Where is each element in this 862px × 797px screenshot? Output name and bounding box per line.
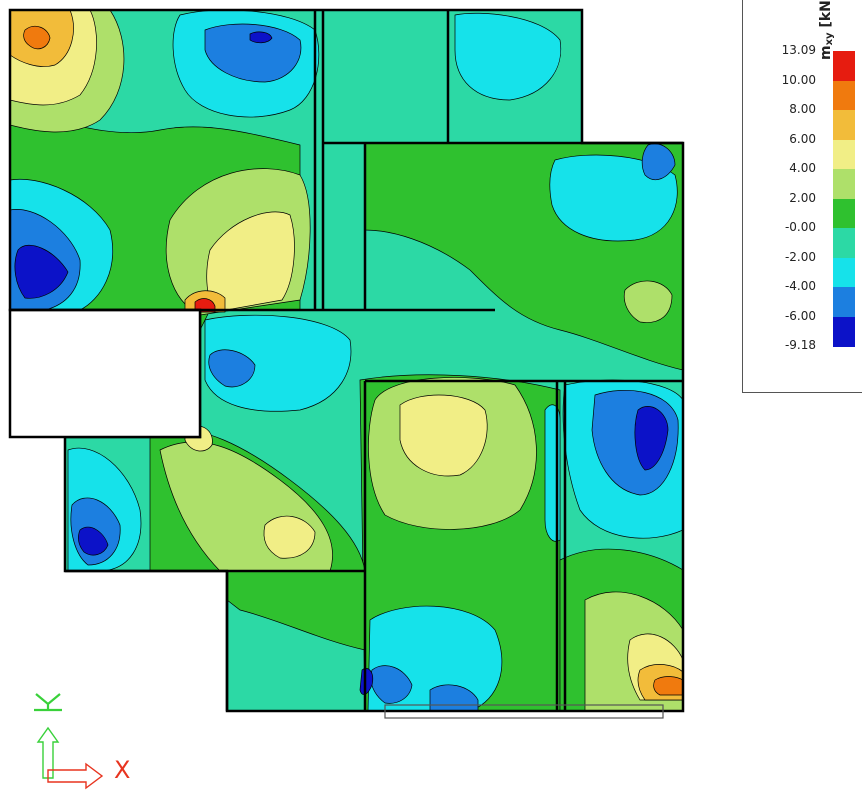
contour-band-cyan <box>204 314 352 412</box>
contour-band-darkblue <box>359 668 374 695</box>
contour-band-darkblue <box>14 245 69 299</box>
contour-band-yellow <box>206 211 295 313</box>
legend-level-label: -9.18 <box>784 338 816 352</box>
legend-level-label: 8.00 <box>789 102 816 116</box>
contour-band-darkblue <box>249 31 273 44</box>
legend-swatch <box>833 139 855 170</box>
legend-swatch <box>833 198 855 229</box>
legend-swatch <box>833 110 855 140</box>
axis-gizmo: X <box>28 690 148 790</box>
legend-swatch <box>833 51 855 81</box>
legend-title: mxy [kNm/m] <box>818 0 835 60</box>
x-axis-label: X <box>114 756 131 784</box>
contour-band-blue <box>204 23 302 83</box>
support-outline <box>384 704 664 719</box>
axis-arrows <box>34 693 104 790</box>
contour-band-orange <box>23 26 51 50</box>
legend-swatch <box>833 80 855 111</box>
contour-band-blue <box>641 143 676 181</box>
legend-swatch <box>833 169 855 199</box>
legend-level-label: -4.00 <box>784 279 816 293</box>
contour-band-cyan <box>454 12 562 101</box>
contour-band-blue <box>208 349 256 388</box>
legend-swatch <box>833 257 855 288</box>
legend-level-label: -2.00 <box>784 249 816 264</box>
legend-level-label: 2.00 <box>789 190 816 205</box>
contour-band-orange <box>653 676 683 696</box>
y-axis-arrow <box>36 726 60 779</box>
legend-level-label: -0.00 <box>784 220 816 234</box>
legend-level-label: 6.00 <box>789 131 816 146</box>
y-glyph <box>34 693 62 712</box>
contour-band-blue <box>370 665 413 704</box>
legend-subscript: xy <box>824 32 835 46</box>
legend-swatch <box>833 228 855 258</box>
contour-band-yellow <box>399 394 488 477</box>
contour-band-cyan <box>549 154 678 242</box>
legend-unit: [kNm/m] <box>818 0 834 28</box>
contour-band-lightgreen <box>623 280 673 323</box>
legend-swatch <box>833 287 855 317</box>
legend-level-label: 13.09 <box>781 43 816 57</box>
x-axis-arrow <box>47 762 104 790</box>
contour-band-darkblue <box>634 406 669 471</box>
color-legend: 13.09 10.00 8.00 6.00 4.00 2.00 -0.00 -2.00 -4.0… <box>742 0 862 393</box>
opening-outline <box>8 308 202 439</box>
legend-level-label: 10.00 <box>781 72 816 87</box>
contour-band-darkblue <box>78 526 109 556</box>
legend-quantity: m <box>818 45 834 60</box>
legend-swatch <box>833 316 855 347</box>
legend-level-label: -6.00 <box>784 308 816 323</box>
contour-band-yellow <box>263 515 316 559</box>
legend-level-label: 4.00 <box>789 161 816 175</box>
